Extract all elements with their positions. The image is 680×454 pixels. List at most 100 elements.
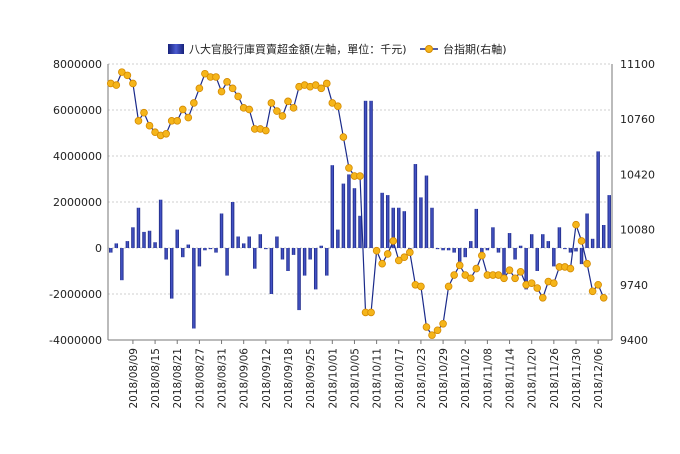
- bar: [114, 243, 119, 248]
- line-point: [511, 274, 519, 283]
- line-point: [334, 102, 342, 111]
- bar: [568, 248, 573, 253]
- bar: [480, 248, 484, 255]
- line-point: [273, 107, 281, 115]
- line-point: [500, 274, 508, 283]
- left-tick-label: 8000000: [53, 58, 102, 71]
- line-point: [162, 130, 170, 138]
- line-point: [478, 251, 486, 260]
- line-point: [466, 274, 475, 283]
- grid: [108, 63, 612, 341]
- line-point: [428, 331, 436, 339]
- line-point: [178, 105, 187, 114]
- x-tick-label: 2018/08/27: [194, 348, 206, 409]
- x-tick-label: 2018/11/14: [505, 348, 517, 409]
- line-point: [433, 326, 442, 335]
- legend-line-label: 台指期(右軸): [443, 42, 507, 56]
- bar: [291, 248, 296, 255]
- bar: [380, 192, 384, 248]
- bar: [435, 248, 440, 250]
- x-tick-label: 2018/10/05: [349, 348, 361, 409]
- legend-bar-swatch: [168, 44, 184, 54]
- bar: [518, 245, 523, 248]
- bar: [391, 207, 395, 248]
- x-axis: 2018/08/09 2018/08/15 2018/08/21 2018/08/27…: [128, 340, 605, 409]
- line-point: [112, 81, 121, 89]
- line-point: [195, 84, 204, 93]
- line-point: [123, 71, 132, 80]
- bar: [230, 202, 235, 248]
- x-tick-label: 2018/10/11: [372, 348, 384, 409]
- bar: [347, 174, 351, 248]
- bar: [253, 248, 257, 269]
- bar: [313, 248, 318, 290]
- line-series: [106, 68, 608, 339]
- bar: [109, 248, 113, 253]
- x-tick-label: 2018/11/08: [482, 348, 494, 409]
- line-point: [594, 280, 602, 289]
- bar: [308, 248, 312, 260]
- left-tick-label: 2000000: [53, 196, 102, 209]
- line-point: [317, 84, 326, 93]
- x-tick-label: 2018/08/09: [128, 348, 140, 409]
- line-point: [472, 264, 481, 273]
- line-point: [417, 282, 425, 291]
- x-tick-label: 2018/11/02: [460, 348, 472, 409]
- bar: [491, 227, 495, 248]
- x-tick-label: 2018/10/01: [327, 348, 339, 409]
- bar: [125, 241, 130, 248]
- bar: [247, 236, 251, 248]
- bar: [457, 248, 462, 262]
- line-point: [228, 84, 237, 93]
- bar: [358, 215, 362, 248]
- line-point: [533, 284, 542, 292]
- line-point: [406, 248, 414, 257]
- bar: [225, 248, 229, 276]
- bar: [197, 248, 202, 267]
- line-point: [455, 261, 464, 270]
- bar: [219, 213, 224, 248]
- bar: [441, 248, 445, 251]
- bar: [363, 100, 368, 248]
- bar: [507, 233, 512, 248]
- line-point: [339, 133, 348, 141]
- line-point: [422, 323, 431, 331]
- bar: [601, 225, 606, 248]
- line-point: [140, 108, 148, 117]
- right-tick-label: 9740: [620, 279, 648, 292]
- bar: [181, 248, 185, 258]
- line-point: [345, 164, 353, 172]
- bar: [164, 248, 168, 260]
- line-point: [389, 237, 398, 245]
- bar: [463, 248, 467, 258]
- x-tick-label: 2018/11/20: [527, 348, 539, 409]
- line-point: [439, 319, 447, 328]
- bar: [169, 248, 174, 299]
- bar: [535, 248, 539, 271]
- bar: [596, 151, 600, 248]
- bar: [557, 227, 562, 248]
- line-point: [516, 268, 525, 276]
- bar: [485, 248, 490, 251]
- line-point: [461, 271, 470, 279]
- right-tick-label: 10080: [620, 224, 655, 237]
- x-tick-label: 2018/11/30: [571, 348, 583, 409]
- line-point: [394, 256, 403, 265]
- bar: [552, 248, 556, 267]
- bar: [302, 248, 307, 276]
- bar: [502, 248, 506, 276]
- line-point: [173, 117, 182, 125]
- bar: [325, 248, 329, 276]
- bar: [397, 207, 401, 248]
- bar: [524, 248, 528, 290]
- bar: [452, 248, 456, 253]
- bar: [590, 238, 595, 248]
- bar: [541, 234, 545, 248]
- line-point: [145, 121, 154, 130]
- line-point: [234, 92, 242, 101]
- right-tick-label: 9400: [620, 334, 648, 347]
- x-tick-label: 2018/08/21: [172, 348, 184, 409]
- bar: [341, 183, 346, 248]
- line-point: [328, 99, 337, 107]
